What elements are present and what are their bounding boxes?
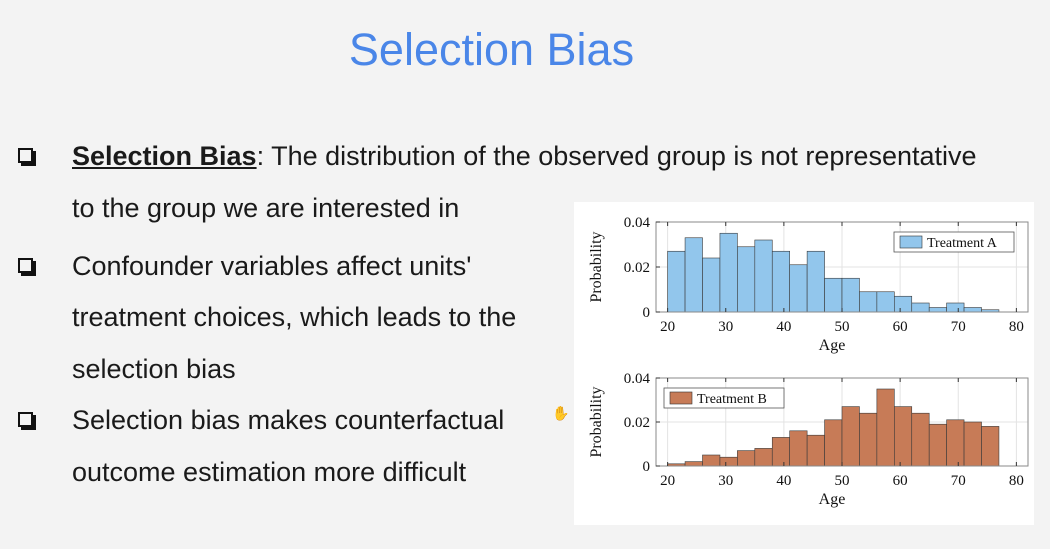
x-tick-label: 50 (835, 319, 850, 335)
histogram-bar (754, 448, 773, 467)
x-tick-label: 70 (951, 319, 966, 335)
y-axis-label: Probability (588, 386, 605, 457)
histogram-bar (684, 461, 703, 467)
legend-swatch (669, 391, 693, 405)
histogram-figure: 20 30 40 50 60 70 80 0 0.02 0.04 Age Probability Tre… (574, 202, 1034, 525)
histogram-bar (771, 437, 790, 467)
x-tick-label: 70 (951, 473, 966, 489)
bullet-2-line-1: Confounder variables affect units' (72, 251, 472, 281)
x-tick-label: 40 (776, 319, 791, 335)
histogram-bar (824, 277, 843, 313)
bullet-2-line-3: selection bias (72, 354, 236, 384)
x-tick-label: 40 (776, 473, 791, 489)
legend-swatch (899, 235, 923, 249)
legend: Treatment A (893, 231, 1015, 253)
y-tick-label: 0 (643, 305, 651, 321)
histogram-bar (684, 237, 703, 313)
histogram-bar (789, 430, 808, 467)
x-tick-label: 60 (893, 319, 908, 335)
histogram-bar (702, 454, 721, 467)
histogram-bar (894, 295, 913, 313)
histogram-bar (928, 307, 947, 313)
x-tick-label: 30 (718, 473, 733, 489)
legend-box (663, 387, 785, 409)
histogram-charts: 20 30 40 50 60 70 80 0 0.02 0.04 Age Probability Tre… (588, 215, 1029, 508)
histogram-bar (928, 423, 947, 467)
x-tick-label: 50 (835, 473, 850, 489)
legend-label: Treatment A (927, 236, 998, 251)
checkbox-square-icon (18, 258, 33, 273)
bullet-3-line-2: outcome estimation more difficult (72, 457, 467, 487)
histogram-bar (946, 302, 965, 313)
histogram-bar (806, 434, 825, 467)
histogram-bar (824, 419, 843, 467)
histogram-bar (771, 250, 790, 313)
histogram-bar (946, 419, 965, 467)
x-tick-label: 80 (1009, 473, 1024, 489)
histogram-bar (859, 412, 878, 467)
histogram-bar (789, 264, 808, 313)
legend-box (893, 231, 1015, 253)
histogram-bar (702, 257, 721, 313)
bullet-1-text: : The distribution of the observed group… (256, 141, 977, 171)
x-tick-label: 80 (1009, 319, 1024, 335)
histogram-bar (841, 277, 860, 313)
histogram-bar (754, 239, 773, 313)
y-tick-label: 0.04 (624, 215, 651, 231)
y-tick-label: 0 (643, 459, 651, 475)
bullet-3-line-1: Selection bias makes counterfactual (72, 405, 505, 435)
histogram-bar (859, 291, 878, 313)
histogram-bar (876, 388, 895, 467)
histogram-bar (911, 412, 930, 467)
bullet-1-line-2: to the group we are interested in (72, 193, 460, 223)
histogram-bar (719, 456, 738, 467)
chart-treatment-b: 20 30 40 50 60 70 80 0 0.02 0.04 Age Probability Tre… (588, 371, 1029, 508)
checkbox-square-icon (18, 412, 33, 427)
hand-cursor-icon: ✋ (552, 405, 570, 421)
x-tick-label: 30 (718, 319, 733, 335)
x-tick-label: 20 (660, 473, 675, 489)
y-tick-label: 0.02 (624, 415, 650, 431)
histogram-bar (737, 450, 756, 467)
y-axis-label: Probability (588, 231, 605, 302)
legend: Treatment B (663, 387, 785, 409)
histogram-bar (963, 307, 982, 313)
histogram-bar (981, 426, 1000, 467)
x-axis-label: Age (819, 337, 846, 354)
histogram-bar (876, 291, 895, 313)
x-tick-label: 20 (660, 319, 675, 335)
bullet-1-line-1: Selection Bias: The distribution of the … (72, 141, 977, 172)
histogram-bar (806, 250, 825, 313)
histogram-bar (911, 302, 930, 313)
y-tick-label: 0.02 (624, 260, 650, 276)
histogram-bar (841, 406, 860, 467)
checkbox-square-icon (18, 148, 33, 163)
x-tick-label: 60 (893, 473, 908, 489)
legend-label: Treatment B (697, 392, 767, 407)
chart-treatment-a: 20 30 40 50 60 70 80 0 0.02 0.04 Age Probability Tre… (588, 215, 1029, 354)
x-axis-label: Age (819, 491, 846, 508)
y-tick-label: 0.04 (624, 371, 651, 387)
histogram-bar (737, 246, 756, 313)
bullet-1-term: Selection Bias (72, 141, 257, 171)
slide-title: Selection Bias (348, 24, 635, 75)
histogram-bar (963, 421, 982, 467)
histogram-bar (667, 250, 686, 313)
histogram-bar (719, 232, 738, 313)
bullet-2-line-2: treatment choices, which leads to the (72, 302, 517, 332)
histogram-bar (894, 406, 913, 467)
